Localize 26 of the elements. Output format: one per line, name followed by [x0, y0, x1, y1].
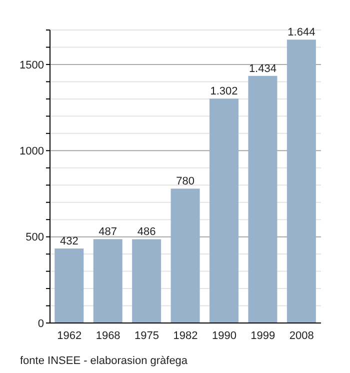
- x-tick-label: 1990: [212, 330, 236, 342]
- source-note: fonte INSEE - elaborasion gràfega: [20, 355, 189, 367]
- bar: [93, 239, 122, 323]
- bar: [54, 248, 84, 323]
- x-tick-label: 1999: [250, 330, 276, 342]
- data-label: 432: [60, 236, 78, 248]
- data-label: 486: [137, 226, 156, 238]
- bar: [132, 239, 162, 323]
- x-tick-label: 1962: [57, 330, 82, 342]
- bar: [248, 76, 278, 323]
- y-tick-label: 500: [26, 232, 44, 244]
- data-label: 1.644: [288, 26, 316, 39]
- y-tick-label: 1000: [20, 146, 44, 158]
- x-tick-label: 2008: [289, 330, 314, 342]
- bar: [286, 40, 316, 323]
- y-tick-label: 1500: [20, 59, 44, 72]
- data-label: 780: [176, 176, 194, 188]
- data-label: 1.434: [248, 62, 276, 75]
- bar: [170, 188, 200, 323]
- bar: [210, 98, 239, 323]
- x-tick-label: 1982: [173, 330, 198, 342]
- x-tick-label: 1975: [134, 330, 160, 342]
- data-label: 487: [98, 226, 118, 238]
- y-tick-label: 0: [38, 318, 44, 330]
- data-label: 1.302: [210, 86, 238, 98]
- x-tick-label: 1968: [96, 330, 120, 342]
